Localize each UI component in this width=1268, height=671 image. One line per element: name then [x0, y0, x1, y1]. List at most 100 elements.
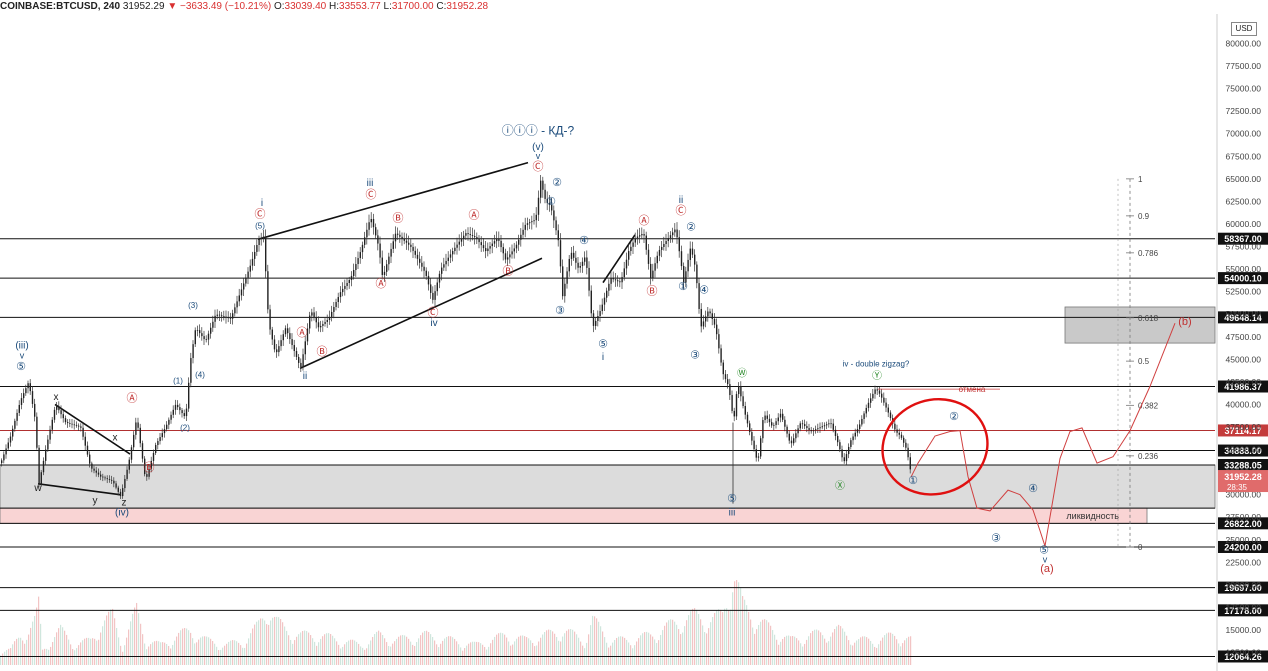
- candle-body: [529, 222, 531, 224]
- volume-bar: [432, 637, 434, 665]
- volume-bar: [268, 624, 270, 665]
- volume-bar: [84, 638, 86, 665]
- volume-bar: [34, 616, 36, 665]
- candle-body: [34, 403, 36, 417]
- candle-body: [434, 291, 436, 300]
- volume-bar: [680, 634, 682, 665]
- candle-body: [773, 424, 775, 426]
- candle-body: [595, 320, 597, 326]
- candle-body: [487, 248, 489, 252]
- highlight-circle: [881, 398, 989, 496]
- candle-body: [251, 258, 254, 266]
- candle-body: [515, 244, 518, 249]
- candle-body: [557, 230, 559, 241]
- candle-body: [441, 267, 443, 274]
- level-label-2: 49648.14: [1224, 313, 1262, 323]
- volume-bar: [372, 636, 374, 665]
- candle-body: [797, 428, 799, 434]
- candle-body: [51, 419, 53, 430]
- candle-body: [720, 348, 722, 363]
- volume-bar: [768, 622, 770, 665]
- volume-bar: [784, 636, 786, 665]
- volume-bar: [414, 645, 416, 665]
- volume-bar: [722, 612, 724, 665]
- volume-bar: [542, 634, 544, 665]
- volume-bar: [98, 639, 100, 665]
- candle-body: [526, 223, 529, 225]
- candle-body: [135, 422, 137, 435]
- countdown-label: 28:35: [1227, 483, 1248, 492]
- candle-body: [344, 285, 346, 289]
- volume-bar: [728, 610, 730, 665]
- volume-bar: [486, 649, 488, 665]
- wave-projection: [910, 323, 1176, 547]
- volume-bar: [380, 632, 382, 665]
- candle-body: [3, 454, 5, 461]
- volume-bar: [602, 631, 604, 665]
- candle-body: [900, 434, 903, 438]
- candle-body: [133, 434, 135, 448]
- candle-body: [115, 483, 117, 488]
- candle-body: [608, 283, 610, 291]
- y-tick-label: 12500.00: [1226, 648, 1262, 658]
- volume-bar: [738, 582, 740, 665]
- volume-bar: [814, 629, 816, 665]
- candle-body: [412, 246, 414, 251]
- currency-button[interactable]: USD: [1231, 22, 1257, 36]
- candle-body: [388, 256, 390, 265]
- level-tag-8: [1218, 517, 1268, 530]
- volume-bar: [856, 640, 858, 665]
- symbol-label: COINBASE:BTCUSD, 240: [0, 1, 121, 12]
- level-label-1: 54000.10: [1224, 274, 1262, 284]
- candle-body: [304, 341, 306, 355]
- volume-bar: [350, 639, 352, 665]
- candle-body: [42, 460, 45, 473]
- candle-body: [848, 446, 850, 455]
- volume-bar: [214, 643, 216, 665]
- candle-body: [232, 313, 234, 319]
- volume-bar: [540, 637, 542, 665]
- volume-bar: [128, 629, 130, 665]
- wave-label-14: (4): [195, 370, 205, 379]
- candle-body: [342, 288, 344, 293]
- volume-bar: [296, 636, 298, 665]
- volume-bar: [90, 638, 92, 665]
- candle-body: [762, 420, 764, 439]
- volume-bar: [612, 642, 614, 665]
- volume-bar: [108, 611, 110, 665]
- volume-bar: [118, 637, 120, 665]
- wave-label-6: y: [93, 496, 98, 507]
- y-tick-label: 40000.00: [1226, 399, 1262, 409]
- candle-body: [740, 386, 742, 397]
- candle-body: [489, 246, 491, 249]
- candle-body: [14, 420, 16, 429]
- volume-bar: [516, 638, 518, 665]
- candle-body: [229, 317, 232, 319]
- volume-bar: [798, 640, 800, 665]
- price-change: ▼ −3633.49 (−10.21%): [167, 1, 272, 12]
- volume-bar: [316, 645, 318, 665]
- candle-body: [826, 424, 828, 426]
- volume-bar: [556, 636, 558, 665]
- candle-body: [680, 251, 683, 267]
- wave-label-41: ii: [679, 195, 683, 206]
- volume-bar: [536, 645, 538, 665]
- candle-body: [260, 237, 262, 240]
- volume-bar: [72, 649, 74, 665]
- candle-body: [535, 214, 537, 221]
- volume-bar: [110, 609, 112, 665]
- wave-label-33: ②: [552, 177, 562, 189]
- volume-bar: [652, 636, 654, 665]
- wave-label-40: Ⓑ: [647, 284, 658, 297]
- candle-body: [27, 383, 29, 389]
- candle-body: [694, 254, 696, 265]
- volume-bar: [708, 628, 710, 665]
- candle-body: [799, 423, 801, 429]
- candle-body: [553, 210, 555, 221]
- candle-body: [667, 238, 669, 242]
- candle-body: [205, 339, 207, 340]
- candle-body: [295, 351, 298, 357]
- volume-bar: [594, 616, 596, 665]
- candle-body: [410, 244, 412, 247]
